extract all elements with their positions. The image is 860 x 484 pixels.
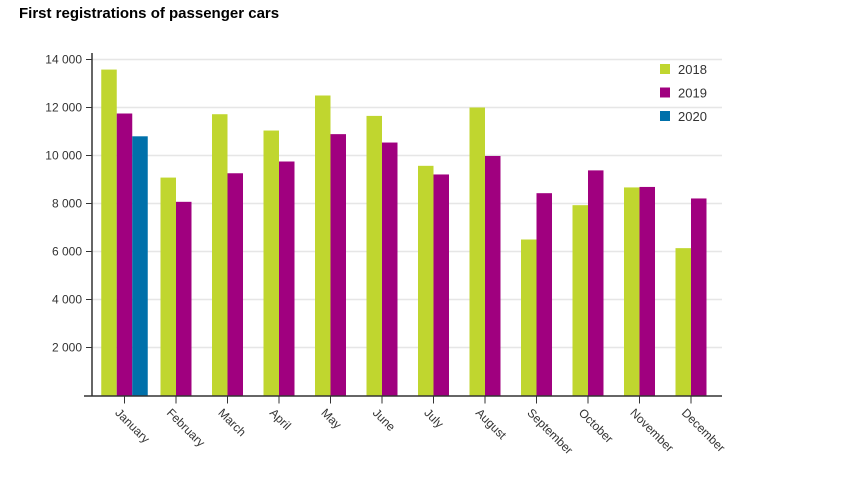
x-tick-label: November [627,406,676,455]
bar-2019-november [639,186,655,396]
legend-swatch-2019 [660,87,670,98]
bar-2018-november [624,187,640,396]
bar-2018-february [160,177,176,396]
x-tick-label: December [679,406,728,455]
bar-2019-october [588,170,604,396]
y-tick-label: 8 000 [52,197,82,211]
x-tick-label: June [370,406,399,435]
bar-2019-april [279,161,295,396]
legend-label: 2020 [678,109,707,124]
bar-2018-october [572,205,588,396]
legend-label: 2019 [678,86,707,101]
y-tick-label: 4 000 [52,293,82,307]
x-tick-label: January [112,406,152,446]
bar-2019-june [382,142,398,396]
x-tick-label: October [576,406,616,446]
bar-2018-july [418,165,434,396]
y-tick-label: 2 000 [52,341,82,355]
y-tick-label: 10 000 [45,149,82,163]
bar-2018-december [675,248,691,396]
x-tick-label: August [473,406,510,443]
y-tick-label: 12 000 [45,101,82,115]
chart-title: First registrations of passenger cars [19,5,280,22]
bar-2018-september [521,239,537,396]
bar-2019-december [691,198,707,396]
bar-2018-may [315,95,331,396]
x-tick-label: February [164,406,208,450]
x-tick-label: July [421,406,446,431]
bar-2018-january [101,69,117,396]
bar-2019-may [330,134,346,396]
y-tick-label: 14 000 [45,53,82,67]
bar-2018-june [366,115,382,396]
legend-swatch-2020 [660,111,670,121]
bar-2019-september [536,193,552,396]
bar-2018-august [469,107,485,396]
legend-swatch-2018 [660,64,670,74]
x-tick-label: May [318,406,344,432]
bar-2018-april [263,130,279,396]
bar-2018-march [212,114,228,396]
bar-2019-february [176,201,192,396]
bar-2019-january [116,113,133,396]
bar-2019-august [485,155,501,396]
x-tick-label: April [267,406,294,433]
bar-2019-july [433,174,449,396]
legend-label: 2018 [678,62,707,77]
bar-2019-march [227,173,243,396]
y-tick-label: 6 000 [52,245,82,259]
x-tick-label: March [215,406,248,439]
x-tick-label: September [524,406,575,457]
bar-2020-january [132,136,148,396]
